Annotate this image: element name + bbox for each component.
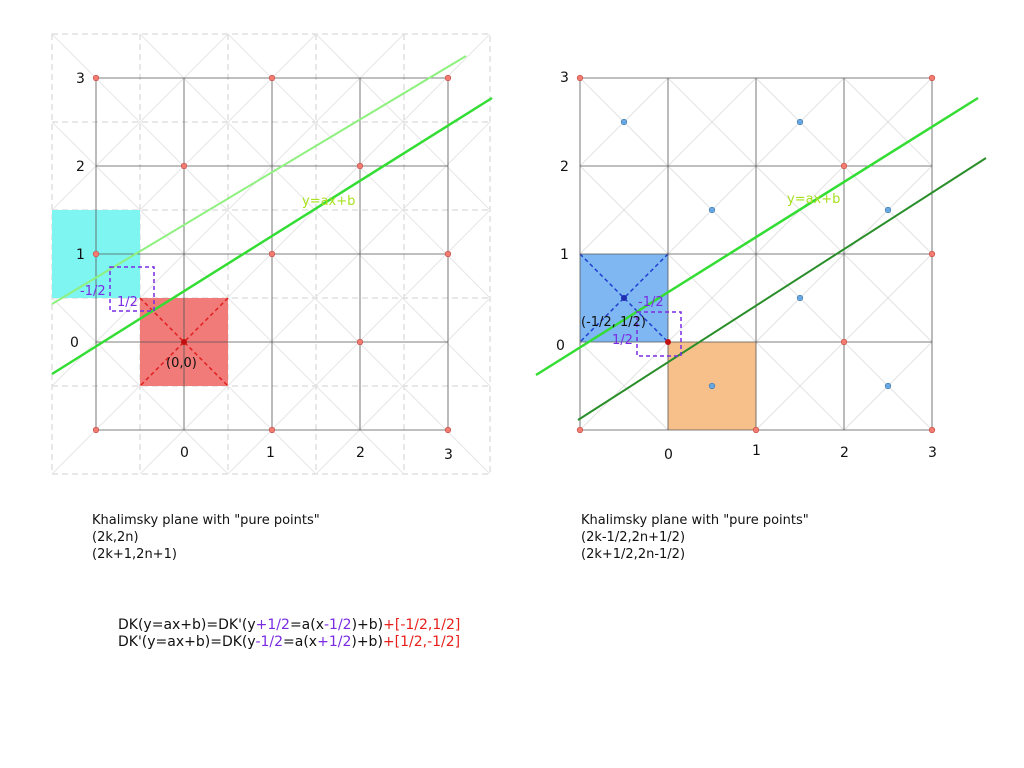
right-x-tick-1: 1 xyxy=(752,443,761,459)
right-red-point xyxy=(576,74,584,82)
right-red-point xyxy=(928,74,936,82)
left-caption-line-2: (2k,2n) xyxy=(92,530,139,545)
left-panel: 3 2 1 0 0 1 2 3 y=ax+b (0,0) -1/2 1/2 xyxy=(51,33,493,475)
left-origin-label: (0,0) xyxy=(166,356,197,371)
left-pure-points xyxy=(92,74,452,434)
right-blue-point xyxy=(884,206,892,214)
left-origin-point xyxy=(181,339,187,345)
left-caption-line-1: Khalimsky plane with "pure points" xyxy=(92,513,320,528)
right-line-label: y=ax+b xyxy=(787,192,840,207)
left-line-label: y=ax+b xyxy=(302,194,355,209)
right-red-point xyxy=(928,250,936,258)
right-center-label: (-1/2, 1/2) xyxy=(581,315,646,330)
right-blue-point xyxy=(796,294,804,302)
right-red-point xyxy=(928,426,936,434)
left-x-tick-0: 0 xyxy=(180,445,189,461)
right-y-tick-1: 1 xyxy=(560,247,569,263)
right-blue-point xyxy=(620,118,628,126)
left-point xyxy=(356,338,364,346)
left-caption-line-3: (2k+1,2n+1) xyxy=(92,547,177,562)
left-point xyxy=(180,162,188,170)
right-y-tick-3: 3 xyxy=(560,70,569,86)
right-red-points xyxy=(576,74,936,434)
right-solid-grid xyxy=(579,77,933,431)
right-blue-point xyxy=(796,118,804,126)
right-x-tick-0: 0 xyxy=(664,447,673,463)
left-light-green-line xyxy=(51,55,467,305)
left-half-label-pos: 1/2 xyxy=(117,295,138,310)
right-y-tick-0: 0 xyxy=(556,338,565,354)
left-half-label-neg: -1/2 xyxy=(80,284,106,299)
formulas: DK(y=ax+b)=DK'(y+1/2=a(x-1/2)+b)+[-1/2,1… xyxy=(118,617,460,651)
right-dark-green-line xyxy=(577,157,987,421)
left-purple-half-square xyxy=(109,266,155,312)
formula-line-1: DK(y=ax+b)=DK'(y+1/2=a(x-1/2)+b)+[-1/2,1… xyxy=(118,617,461,633)
right-purple-half-square xyxy=(636,311,682,357)
right-blue-point xyxy=(708,382,716,390)
left-caption: Khalimsky plane with "pure points" (2k,2… xyxy=(92,512,320,563)
formula-line-2: DK'(y=ax+b)=DK(y-1/2=a(x+1/2)+b)+[1/2,-1… xyxy=(118,634,461,650)
right-caption-line-1: Khalimsky plane with "pure points" xyxy=(581,513,809,528)
left-x-tick-2: 2 xyxy=(356,445,365,461)
left-point xyxy=(268,250,276,258)
left-point xyxy=(92,250,100,258)
left-y-tick-2: 2 xyxy=(76,159,85,175)
right-blue-point xyxy=(708,206,716,214)
right-half-label-neg: -1/2 xyxy=(638,295,664,310)
right-caption-line-3: (2k+1/2,2n-1/2) xyxy=(581,547,686,562)
left-point xyxy=(92,426,100,434)
right-panel: 3 2 1 0 0 1 2 3 y=ax+b (-1/2, 1/2) -1/2 … xyxy=(535,70,987,463)
left-y-tick-3: 3 xyxy=(76,71,85,87)
right-x-tick-2: 2 xyxy=(840,445,849,461)
right-red-point xyxy=(840,162,848,170)
right-red-point xyxy=(576,426,584,434)
right-origin-point xyxy=(665,339,671,345)
right-y-tick-2: 2 xyxy=(560,159,569,175)
left-point xyxy=(268,426,276,434)
left-point xyxy=(268,74,276,82)
right-caption: Khalimsky plane with "pure points" (2k-1… xyxy=(581,512,809,563)
right-blue-point xyxy=(884,382,892,390)
left-point xyxy=(92,74,100,82)
right-center-point xyxy=(621,295,627,301)
left-point xyxy=(444,74,452,82)
left-green-line-y-ax-b xyxy=(51,96,493,376)
right-caption-line-2: (2k-1/2,2n+1/2) xyxy=(581,530,686,545)
right-x-tick-3: 3 xyxy=(928,445,937,461)
left-point xyxy=(356,162,364,170)
right-half-label-pos: 1/2 xyxy=(612,333,633,348)
right-red-point xyxy=(752,426,760,434)
left-y-tick-0: 0 xyxy=(70,335,79,351)
left-y-tick-1: 1 xyxy=(76,247,85,263)
left-point xyxy=(444,426,452,434)
left-x-tick-3: 3 xyxy=(444,447,453,463)
right-red-point xyxy=(840,338,848,346)
left-point xyxy=(444,250,452,258)
left-x-tick-1: 1 xyxy=(266,445,275,461)
right-green-line-y-ax-b xyxy=(535,96,979,377)
right-blue-points xyxy=(620,118,892,390)
